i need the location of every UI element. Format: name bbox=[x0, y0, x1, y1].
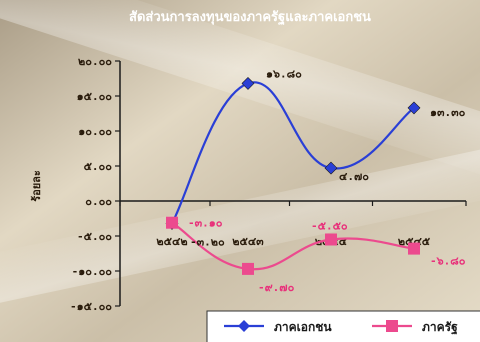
y-axis-label: ร้อยละ bbox=[30, 170, 43, 202]
x-tick-label: ๒๕๔๕ bbox=[398, 235, 431, 248]
data-label: -๙.๗๐ bbox=[258, 281, 295, 294]
background-streak bbox=[0, 0, 480, 203]
y-tick-label: ๑๕.๐๐ bbox=[77, 90, 113, 103]
data-point-marker bbox=[166, 216, 178, 229]
data-point-marker bbox=[407, 101, 421, 115]
data-label: ๑๖.๘๐ bbox=[266, 67, 302, 80]
series-line-private bbox=[171, 81, 415, 224]
legend: ภาคเอกชน ภาครัฐ bbox=[206, 310, 480, 342]
data-label: -๖.๘๐ bbox=[430, 255, 466, 268]
y-tick-label: -๑๕.๐๐ bbox=[70, 300, 112, 313]
data-point-marker bbox=[324, 161, 338, 175]
series-layer bbox=[165, 76, 421, 275]
data-point-marker bbox=[408, 242, 420, 255]
chart-title: สัดส่วนการลงทุนของภาครัฐและภาคเอกชน bbox=[129, 10, 371, 26]
data-point-marker bbox=[325, 233, 337, 246]
data-label: ๔.๗๐ bbox=[339, 170, 369, 183]
data-point-marker bbox=[241, 76, 255, 90]
y-tick-label: ๒๐.๐๐ bbox=[78, 55, 112, 68]
x-tick-label: ๒๕๔๓ bbox=[232, 235, 264, 248]
data-labels: -๓.๒๐ ๑๖.๘๐๔.๗๐ ๑๓.๓๐ -๓.๑๐ -๙.๗๐ -๕.๕๐ -๖.๘๐ bbox=[188, 67, 466, 294]
y-tick-label: -๕.๐๐ bbox=[77, 230, 112, 243]
x-tick-label: ๒๕๔๒ bbox=[156, 235, 187, 248]
legend-marker bbox=[386, 320, 398, 332]
data-point-marker bbox=[242, 262, 254, 275]
legend-marker bbox=[238, 320, 250, 332]
legend-label: ภาครัฐ bbox=[422, 320, 458, 335]
data-label: -๓.๒๐ bbox=[190, 235, 225, 248]
y-tick-label: ๕.๐๐ bbox=[84, 160, 113, 173]
y-tick-label: ๐.๐๐ bbox=[85, 195, 112, 208]
background-streak bbox=[0, 132, 480, 311]
data-label: -๕.๕๐ bbox=[311, 220, 348, 233]
data-label: ๑๓.๓๐ bbox=[430, 106, 466, 119]
y-tick-label: ๑๐.๐๐ bbox=[78, 125, 112, 138]
legend-label: ภาคเอกชน bbox=[274, 320, 332, 334]
series-line-public bbox=[171, 221, 415, 271]
data-label: -๓.๑๐ bbox=[188, 217, 223, 230]
y-tick-label: -๑๐.๐๐ bbox=[72, 265, 113, 278]
